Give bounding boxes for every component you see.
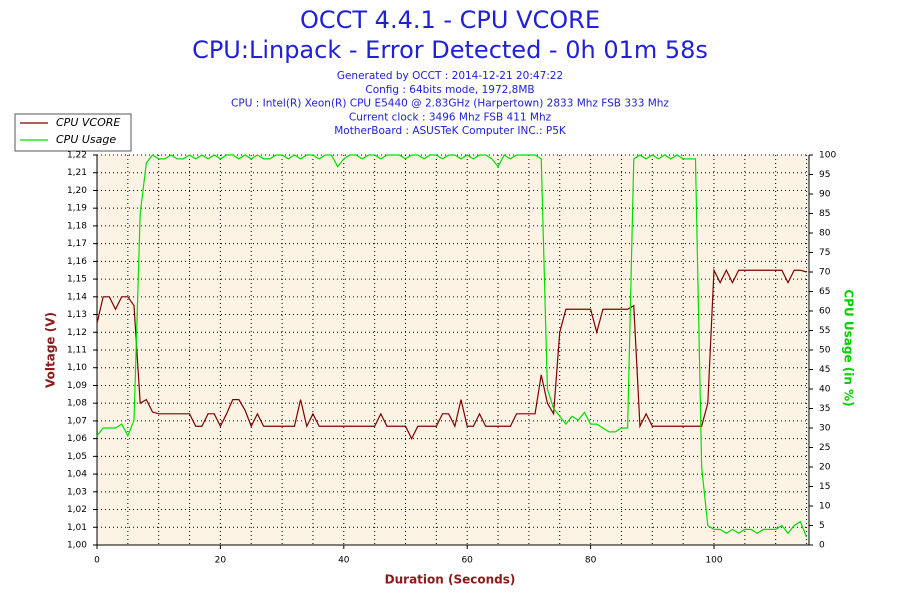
y2-tick-label: 70 (819, 268, 831, 278)
y2-tick-label: 50 (819, 346, 831, 356)
x-tick-label: 60 (461, 556, 473, 566)
info-line: Generated by OCCT : 2014-12-21 20:47:22 (337, 70, 563, 82)
y-tick-label: 1,04 (67, 470, 87, 480)
y2-tick-label: 15 (819, 482, 830, 492)
y-tick-label: 1,18 (67, 221, 87, 231)
y2-tick-label: 5 (819, 521, 825, 531)
y2-tick-label: 95 (819, 170, 830, 180)
x-tick-label: 100 (705, 556, 722, 566)
y2-tick-label: 60 (819, 307, 831, 317)
legend-label: CPU Usage (56, 133, 116, 146)
y-tick-label: 1,03 (67, 487, 87, 497)
y-tick-label: 1,08 (67, 399, 87, 409)
y-tick-label: 1,05 (67, 452, 87, 462)
y-tick-label: 1,06 (67, 434, 87, 444)
y-tick-label: 1,14 (67, 292, 87, 302)
y-tick-label: 1,16 (67, 257, 87, 267)
y-tick-label: 1,10 (67, 363, 87, 373)
y2-tick-label: 30 (819, 424, 831, 434)
y2-tick-label: 25 (819, 443, 830, 453)
y-tick-label: 1,12 (67, 328, 87, 338)
legend-label: CPU VCORE (56, 116, 120, 129)
y2-tick-label: 100 (819, 151, 836, 161)
info-line: MotherBoard : ASUSTeK Computer INC.: P5K (334, 125, 567, 137)
y2-tick-label: 80 (819, 229, 831, 239)
x-tick-label: 20 (215, 556, 227, 566)
y2-tick-label: 45 (819, 365, 830, 375)
info-line: CPU : Intel(R) Xeon(R) CPU E5440 @ 2.83G… (231, 98, 669, 110)
legend-box (14, 113, 132, 152)
y-tick-label: 1,13 (67, 310, 87, 320)
y2-tick-label: 85 (819, 209, 830, 219)
series-line (96, 154, 808, 538)
y2-tick-label: 90 (819, 190, 831, 200)
y-tick-label: 1,02 (67, 505, 87, 515)
y-tick-label: 1,09 (67, 381, 87, 391)
y2-tick-label: 35 (819, 404, 830, 414)
y-tick-label: 1,01 (67, 523, 87, 533)
y-tick-label: 1,11 (67, 346, 87, 356)
y2-tick-label: 55 (819, 326, 830, 336)
chart-title: OCCT 4.4.1 - CPU VCORE (300, 6, 600, 34)
y2-tick-label: 75 (819, 248, 830, 258)
y-tick-label: 1,00 (67, 541, 87, 551)
y-tick-label: 1,22 (67, 151, 87, 161)
y-tick-label: 1,17 (67, 239, 87, 249)
info-line: Config : 64bits mode, 1972,8MB (365, 84, 534, 96)
y2-tick-label: 10 (819, 502, 831, 512)
y-tick-label: 1,21 (67, 168, 87, 178)
y2-tick-label: 20 (819, 463, 831, 473)
chart-subtitle: CPU:Linpack - Error Detected - 0h 01m 58… (192, 36, 708, 64)
y-tick-label: 1,19 (67, 204, 87, 214)
x-tick-label: 40 (338, 556, 350, 566)
x-tick-label: 80 (585, 556, 597, 566)
y2-tick-label: 0 (819, 541, 825, 551)
y2-tick-label: 65 (819, 287, 830, 297)
info-line: Current clock : 3496 Mhz FSB 411 Mhz (349, 111, 552, 123)
y2-axis-label: CPU Usage (in %) (842, 289, 856, 406)
x-axis-label: Duration (Seconds) (385, 573, 516, 587)
series-line (96, 267, 807, 440)
y-tick-label: 1,15 (67, 275, 87, 285)
y-tick-label: 1,07 (67, 416, 87, 426)
x-tick-label: 0 (94, 556, 100, 566)
y-axis-label: Voltage (V) (44, 312, 58, 388)
y2-tick-label: 40 (819, 385, 831, 395)
y-tick-label: 1,20 (67, 186, 87, 196)
